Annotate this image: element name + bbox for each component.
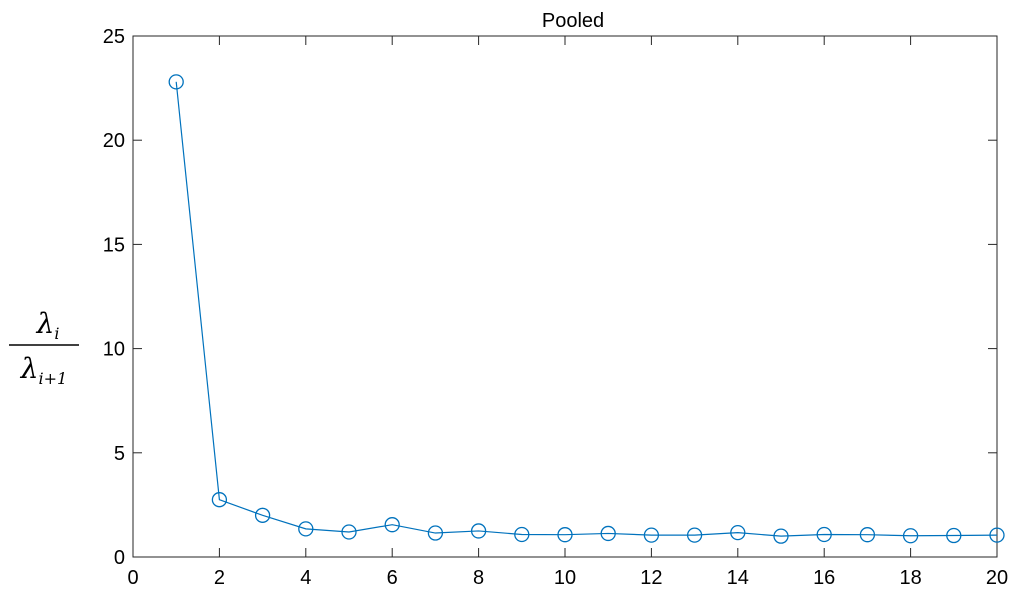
data-point [298, 521, 314, 537]
y-tick-label: 20 [103, 130, 125, 152]
series-line [175, 81, 998, 537]
x-tick-label: 14 [727, 567, 749, 589]
plot-frame [132, 35, 998, 558]
y-axis-label-denominator: λi+1 [20, 352, 67, 388]
y-axis-label-numerator: λi [36, 307, 60, 343]
x-tick-label: 10 [554, 567, 576, 589]
data-series [168, 74, 1005, 544]
data-point [384, 517, 400, 533]
data-point [600, 525, 616, 542]
data-point [859, 527, 876, 543]
x-tick-label: 20 [986, 567, 1008, 589]
x-tick-label: 8 [473, 567, 484, 589]
chart-title: Pooled [542, 10, 604, 32]
x-tick-label: 6 [387, 567, 398, 589]
data-point [514, 526, 530, 543]
y-tick-label: 25 [103, 26, 125, 48]
data-point [989, 527, 1005, 543]
data-point [341, 524, 357, 540]
x-tick-label: 2 [214, 567, 225, 589]
data-point [643, 527, 660, 543]
data-point [427, 525, 444, 541]
data-point [470, 523, 487, 539]
data-point [254, 507, 271, 523]
y-axis-label: λi λi+1 [9, 307, 79, 388]
plot-area [132, 35, 998, 558]
x-tick-label: 16 [813, 567, 835, 589]
data-point [816, 526, 832, 543]
axes-ticks: 0 2 4 6 8 10 12 14 16 18 20 0 5 10 15 20 25 [103, 26, 1008, 589]
data-point [773, 528, 789, 544]
x-tick-label: 18 [899, 567, 921, 589]
y-tick-label: 15 [103, 234, 125, 256]
y-tick-label: 10 [103, 339, 125, 361]
x-tick-label: 0 [127, 567, 138, 589]
y-tick-label: 0 [114, 547, 125, 569]
data-point [946, 527, 962, 544]
data-point [168, 74, 184, 90]
x-tick-label: 12 [640, 567, 662, 589]
x-tick-label: 4 [300, 567, 311, 589]
data-point [730, 524, 746, 541]
data-point [902, 528, 919, 544]
data-point [211, 492, 228, 508]
data-point [686, 527, 703, 543]
data-point [557, 527, 573, 543]
y-tick-label: 5 [114, 443, 125, 465]
